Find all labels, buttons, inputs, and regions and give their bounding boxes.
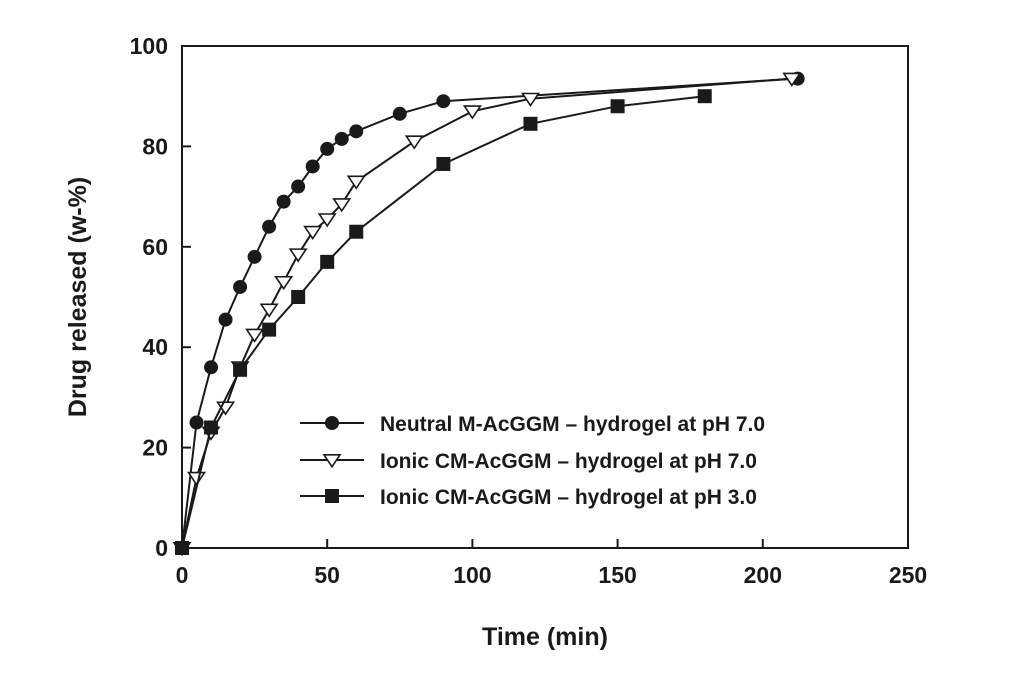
series-1-point xyxy=(305,159,320,174)
series-3-point xyxy=(320,254,335,269)
plot-area-frame xyxy=(181,45,909,549)
series-1-point xyxy=(218,312,233,327)
y-tick-label: 0 xyxy=(155,535,168,561)
series-3-point xyxy=(233,362,248,377)
y-tick-label: 40 xyxy=(142,334,168,360)
y-axis: 0 20 40 60 80 100 xyxy=(130,33,191,561)
x-tick-label: 150 xyxy=(598,562,636,588)
series-3-point xyxy=(204,420,219,435)
series-1-point xyxy=(204,360,219,375)
series-3-point xyxy=(523,116,538,131)
series-2-point xyxy=(332,198,352,213)
series-1-point xyxy=(247,249,262,264)
x-tick-label: 50 xyxy=(314,562,340,588)
series-2-point xyxy=(274,275,294,291)
y-tick-label: 80 xyxy=(142,133,168,159)
series-1-line xyxy=(181,77,798,549)
x-tick-label: 200 xyxy=(744,562,782,588)
series-2-point xyxy=(782,72,802,87)
series-2-point xyxy=(462,105,482,120)
x-tick-label: 100 xyxy=(453,562,491,588)
y-axis-title: Drug released (w-%) xyxy=(64,177,92,417)
series-3-point xyxy=(349,224,364,239)
series-3-point xyxy=(697,89,712,104)
y-tick-label: 100 xyxy=(130,33,168,59)
series-1-point xyxy=(189,415,204,430)
series-3-point xyxy=(610,99,625,114)
series-3-point xyxy=(436,156,451,171)
series-2 xyxy=(172,72,802,557)
series-3-point xyxy=(262,322,277,337)
legend: Neutral M-AcGGM – hydrogel at pH 7.0 Ioni… xyxy=(300,413,765,509)
series-1-point xyxy=(291,179,306,194)
legend-item-2: Ionic CM-AcGGM – hydrogel at pH 7.0 xyxy=(300,450,757,473)
legend-marker xyxy=(325,489,339,503)
legend-marker xyxy=(325,416,339,430)
y-tick-label: 20 xyxy=(142,435,168,461)
legend-label: Ionic CM-AcGGM – hydrogel at pH 3.0 xyxy=(380,486,757,509)
series-3-point xyxy=(175,541,189,555)
series-2-point xyxy=(259,303,279,318)
series-1-point xyxy=(276,194,291,209)
series-1 xyxy=(175,71,805,555)
y-tick-label: 60 xyxy=(142,234,168,260)
series-1-point xyxy=(320,141,335,156)
series-2-point xyxy=(346,175,366,190)
series-1-point xyxy=(392,106,407,121)
series-1-point xyxy=(262,219,277,234)
series-1-point xyxy=(233,279,248,294)
legend-item-3: Ionic CM-AcGGM – hydrogel at pH 3.0 xyxy=(300,486,757,509)
series-3-point xyxy=(291,290,306,304)
series-2-point xyxy=(187,471,207,486)
legend-label: Ionic CM-AcGGM – hydrogel at pH 7.0 xyxy=(380,450,757,473)
series-1-point xyxy=(436,94,451,109)
series-2-point xyxy=(520,92,540,107)
series-layer xyxy=(172,71,805,557)
series-2-point xyxy=(317,213,337,228)
x-tick-label: 0 xyxy=(176,562,189,588)
series-1-point xyxy=(334,131,349,146)
series-2-point xyxy=(404,135,424,150)
series-3 xyxy=(175,89,712,555)
x-tick-label: 250 xyxy=(889,562,927,588)
legend-marker xyxy=(322,453,342,469)
x-axis: 0 50 100 150 200 250 xyxy=(176,539,927,588)
series-2-point xyxy=(245,328,265,343)
legend-label: Neutral M-AcGGM – hydrogel at pH 7.0 xyxy=(380,413,765,436)
series-1-point xyxy=(349,124,364,139)
series-2-point xyxy=(288,248,308,263)
series-2-point xyxy=(303,225,323,240)
legend-item-1: Neutral M-AcGGM – hydrogel at pH 7.0 xyxy=(300,413,765,436)
x-axis-title: Time (min) xyxy=(482,623,608,651)
